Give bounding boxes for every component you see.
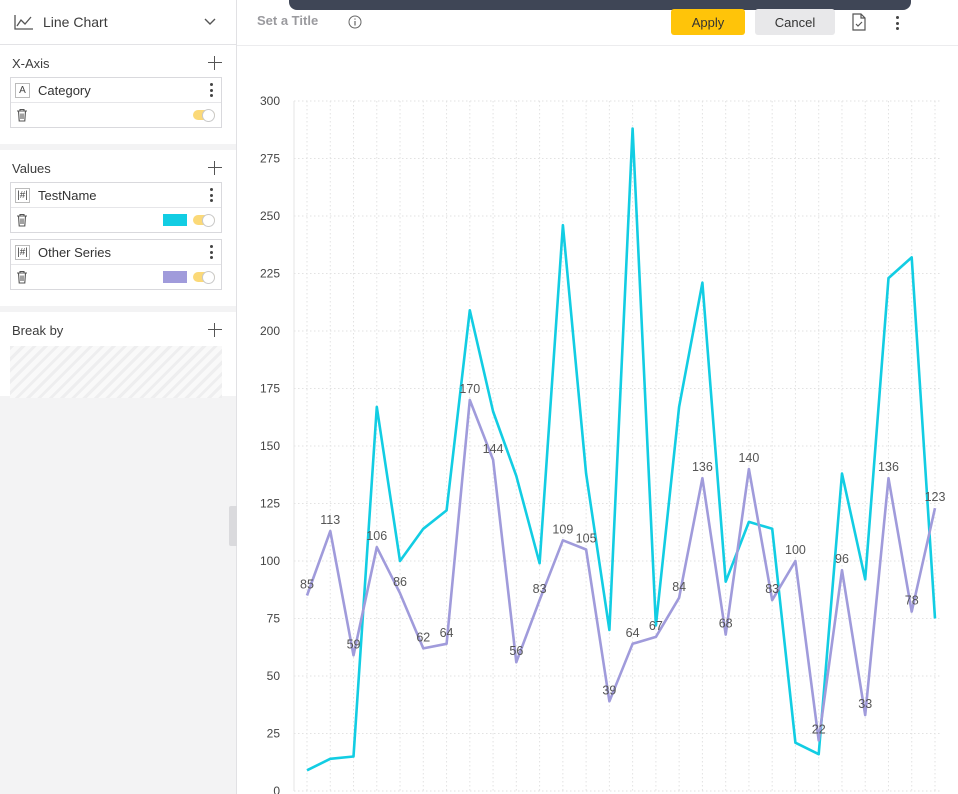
chart-type-dropdown[interactable]: Line Chart [0, 0, 236, 45]
trash-icon[interactable] [15, 270, 29, 284]
y-tick-label: 25 [267, 727, 281, 741]
data-label: 56 [509, 644, 523, 658]
field-menu-icon[interactable] [207, 188, 215, 202]
field-toggle[interactable] [193, 214, 215, 227]
xaxis-title: X-Axis [12, 55, 50, 71]
data-label: 59 [347, 637, 361, 651]
trash-icon[interactable] [15, 108, 29, 122]
data-label: 67 [649, 619, 663, 633]
data-label: 62 [416, 630, 430, 644]
y-tick-label: 175 [260, 382, 280, 396]
field-name: Category [38, 82, 91, 98]
breakby-title: Break by [12, 322, 64, 338]
field-toggle[interactable] [193, 271, 215, 284]
breakby-drop-zone[interactable] [10, 346, 222, 398]
data-label: 136 [692, 460, 713, 474]
data-label: 96 [835, 552, 849, 566]
add-value-field-button[interactable] [208, 161, 222, 175]
data-label: 39 [602, 683, 616, 697]
data-label: 106 [366, 529, 387, 543]
chart-title-input[interactable]: Set a Title [257, 13, 319, 28]
y-tick-label: 150 [260, 439, 280, 453]
xaxis-field-category[interactable]: A Category [10, 77, 222, 128]
data-label: 78 [905, 594, 919, 608]
series-color-swatch[interactable] [163, 271, 187, 283]
data-label: 109 [552, 522, 573, 536]
field-toggle[interactable] [193, 109, 215, 122]
data-label: 105 [576, 532, 597, 546]
trash-icon[interactable] [15, 213, 29, 227]
add-xaxis-field-button[interactable] [208, 56, 222, 70]
data-label: 140 [738, 451, 759, 465]
sidebar-collapse-handle[interactable] [229, 506, 237, 546]
data-label: 84 [672, 580, 686, 594]
data-label: 83 [765, 582, 779, 596]
number-type-icon: |#| [15, 244, 30, 260]
data-label: 68 [719, 617, 733, 631]
add-breakby-field-button[interactable] [208, 323, 222, 337]
y-tick-label: 225 [260, 267, 280, 281]
y-tick-label: 100 [260, 554, 280, 568]
notification-banner [289, 0, 911, 10]
y-tick-label: 75 [267, 612, 281, 626]
chevron-down-icon [204, 18, 216, 25]
chart-type-label: Line Chart [43, 14, 108, 30]
chart-config-sidebar: Line Chart X-Axis A Category [0, 0, 237, 794]
line-chart-icon [14, 15, 33, 30]
data-label: 83 [533, 582, 547, 596]
y-tick-label: 250 [260, 209, 280, 223]
xaxis-section: X-Axis A Category [0, 45, 236, 150]
breakby-section: Break by [0, 312, 236, 402]
value-field-testname[interactable]: |#| TestName [10, 182, 222, 233]
series-color-swatch[interactable] [163, 214, 187, 226]
field-menu-icon[interactable] [207, 83, 215, 97]
y-tick-label: 275 [260, 152, 280, 166]
y-tick-label: 200 [260, 324, 280, 338]
data-label: 113 [320, 513, 340, 527]
field-menu-icon[interactable] [207, 245, 215, 259]
values-section: Values |#| TestName [0, 150, 236, 312]
more-options-icon[interactable] [893, 16, 901, 30]
data-label: 144 [483, 442, 504, 456]
data-label: 123 [925, 490, 946, 504]
value-field-other-series[interactable]: |#| Other Series [10, 239, 222, 290]
number-type-icon: |#| [15, 187, 30, 203]
data-label: 100 [785, 543, 806, 557]
y-tick-label: 125 [260, 497, 280, 511]
data-label: 170 [459, 382, 480, 396]
chart-area: 0 25 50 75 100 125 150 175 200 225 250 275 300 85 113 5… [237, 47, 958, 794]
field-name: Other Series [38, 244, 111, 260]
cancel-button[interactable]: Cancel [755, 9, 835, 35]
line-chart: 0 25 50 75 100 125 150 175 200 225 250 275 300 85 113 5… [260, 94, 946, 794]
data-label: 64 [626, 626, 640, 640]
y-tick-label: 300 [260, 94, 280, 108]
top-toolbar: Set a Title Apply Cancel [237, 0, 958, 46]
data-label: 33 [858, 697, 872, 711]
y-tick-label: 0 [273, 784, 280, 794]
data-label: 85 [300, 578, 314, 592]
field-name: TestName [38, 187, 97, 203]
y-tick-label: 50 [267, 669, 281, 683]
data-label: 86 [393, 575, 407, 589]
series-line-testname [306, 127, 937, 772]
data-label: 64 [440, 626, 454, 640]
export-file-icon[interactable] [851, 13, 867, 31]
data-label: 136 [878, 460, 899, 474]
apply-button[interactable]: Apply [671, 9, 745, 35]
data-label: 22 [812, 722, 826, 736]
text-type-icon: A [15, 82, 30, 98]
series-line-other-series [305, 398, 937, 742]
values-title: Values [12, 160, 51, 176]
info-icon[interactable] [348, 15, 362, 29]
